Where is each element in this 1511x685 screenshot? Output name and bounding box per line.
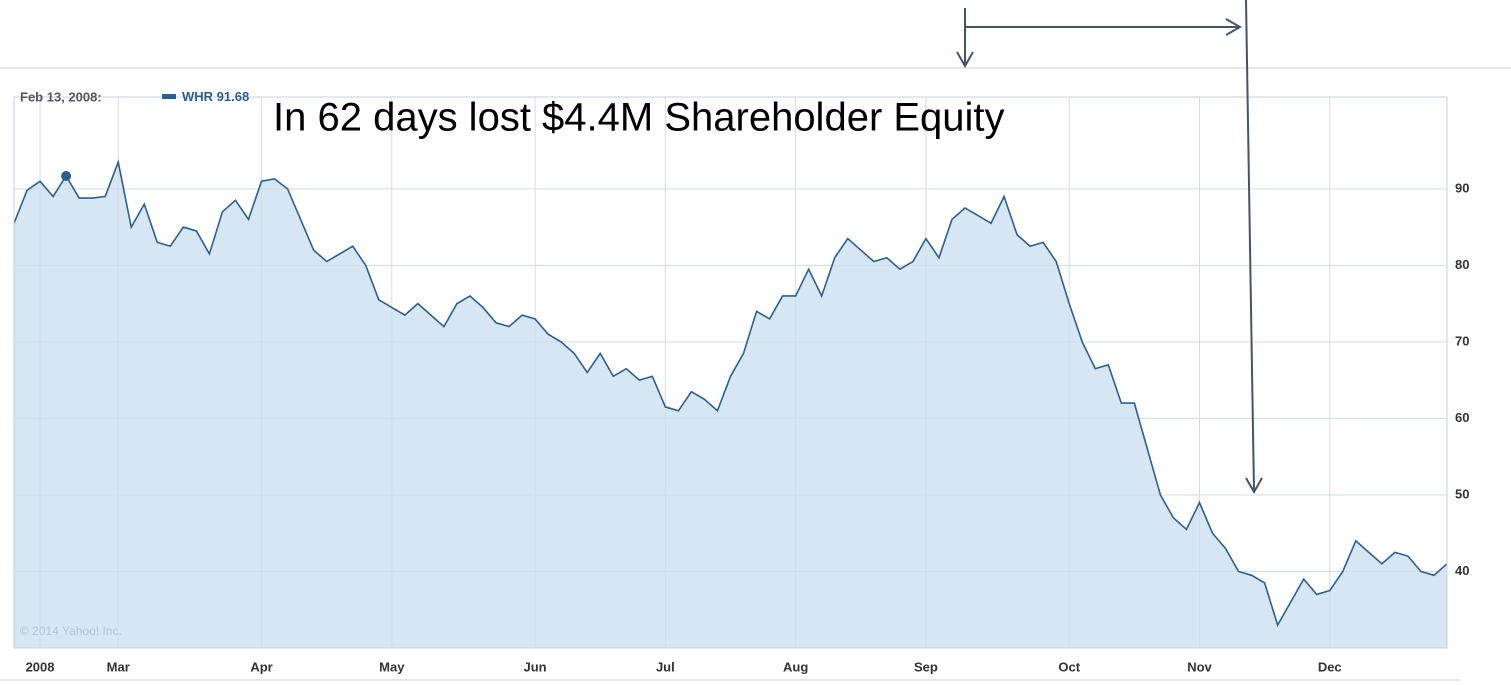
x-tick-label: Apr [250,659,272,674]
annotation: In 62 days lost $4.4M Shareholder Equity [273,96,1005,140]
x-tick-label: Aug [783,659,808,674]
highlight-point [61,170,72,181]
x-tick-label: Nov [1187,659,1212,674]
hover-date: Feb 13, 2008: [20,89,102,104]
y-tick-label: 50 [1455,486,1469,501]
y-tick-label: 80 [1455,257,1469,272]
legend-value: 91.68 [217,89,250,104]
plot [13,97,1448,648]
x-tick-label: May [379,659,405,674]
x-tick-label: Jul [656,659,675,674]
y-tick-label: 40 [1455,563,1469,578]
y-tick-label: 60 [1455,410,1469,425]
line [13,159,1448,628]
arrows [956,0,1263,495]
x-tick-label: Mar [107,659,130,674]
x-tick-label: Dec [1318,659,1342,674]
x-tick-label: Oct [1058,659,1080,674]
credit: © 2014 Yahoo! Inc. [20,624,122,638]
area-fill [14,162,1447,648]
plot-frame [13,96,1448,649]
y-tick-label: 70 [1455,333,1469,348]
legend-name: WHR [182,89,214,104]
legend-entry: WHR 91.68 [182,89,249,104]
legend-swatch [162,94,176,99]
x-tick-label: Sep [914,659,938,674]
x-tick-label: 2008 [26,659,55,674]
y-tick-label: 90 [1455,180,1469,195]
x-tick-label: Jun [524,659,547,674]
